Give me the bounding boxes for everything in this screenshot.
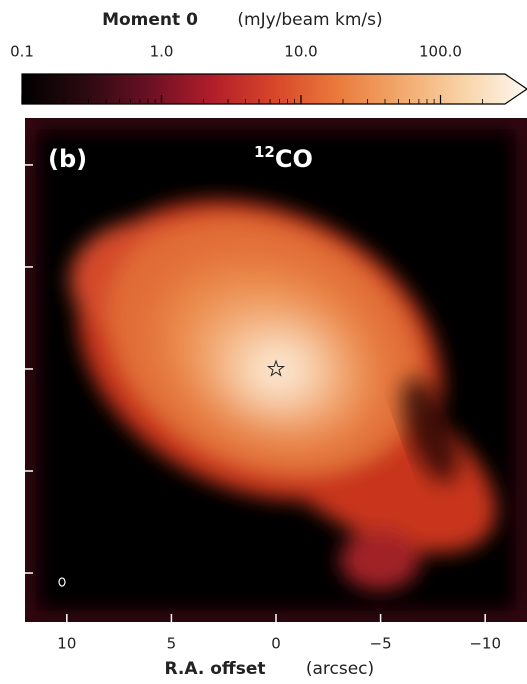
x-axis-label: R.A. offset (165, 659, 266, 679)
title-text: CO (275, 145, 313, 173)
colorbar-tick-label: 0.1 (10, 43, 34, 61)
x-axis-unit: (arcsec) (306, 659, 374, 679)
figure: Moment 0 (mJy/beam km/s) (b) 12CO R.A. o… (0, 0, 527, 684)
x-tick-label: 10 (57, 635, 76, 653)
x-tick-label: −5 (370, 635, 392, 653)
colorbar (22, 74, 527, 104)
emission-map (25, 118, 527, 622)
x-tick-label: −10 (469, 635, 501, 653)
panel-label: (b) (48, 145, 87, 173)
colorbar-unit: (mJy/beam km/s) (237, 10, 382, 30)
colorbar-tick-label: 1.0 (150, 43, 174, 61)
colorbar-body (22, 74, 527, 104)
colorbar-tick-label: 100.0 (419, 43, 462, 61)
x-tick-label: 0 (271, 635, 281, 653)
colorbar-label: Moment 0 (102, 10, 198, 30)
title-sup: 12 (254, 143, 275, 161)
x-tick-label: 5 (167, 635, 177, 653)
colorbar-tick-label: 10.0 (284, 43, 317, 61)
